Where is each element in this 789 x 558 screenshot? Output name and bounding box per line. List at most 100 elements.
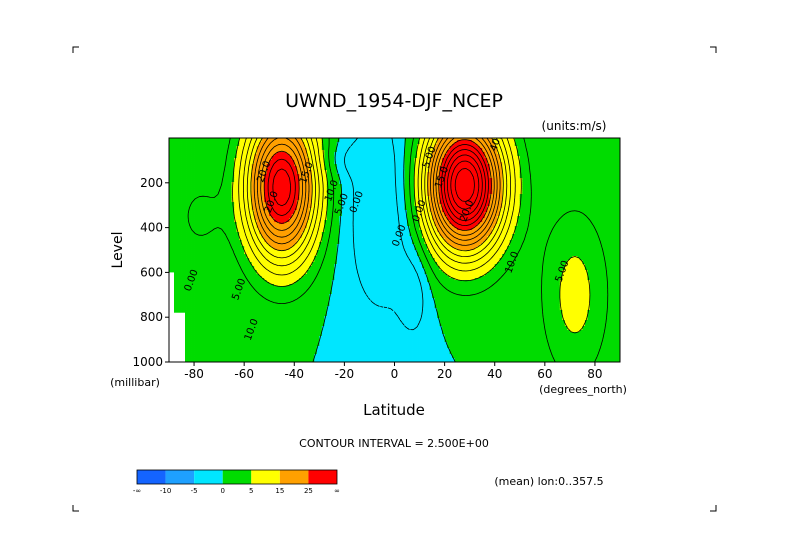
color-cell xyxy=(196,214,200,217)
color-cell xyxy=(194,320,197,323)
color-cell xyxy=(211,250,215,253)
color-cell xyxy=(219,168,223,171)
color-cell xyxy=(171,178,175,181)
color-cell xyxy=(186,228,190,231)
color-cell xyxy=(221,156,225,159)
color-cell xyxy=(189,260,192,263)
color-cell xyxy=(214,204,218,207)
color-cell xyxy=(221,142,225,145)
color-cell xyxy=(194,252,197,255)
color-cell xyxy=(181,280,185,283)
color-cell xyxy=(204,344,207,347)
color-cell xyxy=(194,216,197,219)
color-cell xyxy=(216,268,220,271)
color-cell xyxy=(206,338,210,341)
color-cell xyxy=(204,200,207,203)
color-cell xyxy=(204,168,207,171)
color-cell xyxy=(194,218,197,221)
color-cell xyxy=(204,348,207,351)
color-cell xyxy=(214,342,218,345)
color-cell xyxy=(191,324,195,327)
color-cell xyxy=(214,160,218,163)
color-cell xyxy=(176,206,180,209)
color-cell xyxy=(184,218,187,221)
color-cell xyxy=(221,208,225,211)
color-cell xyxy=(171,204,175,207)
color-cell xyxy=(206,222,210,225)
color-cell xyxy=(194,228,197,231)
color-cell xyxy=(169,188,172,191)
color-cell xyxy=(169,210,172,213)
color-cell xyxy=(176,220,180,223)
color-cell xyxy=(169,240,172,243)
color-cell xyxy=(211,180,215,183)
color-cell xyxy=(191,260,195,263)
color-cell xyxy=(214,140,218,143)
color-cell xyxy=(214,168,218,171)
color-cell xyxy=(196,210,200,213)
color-cell xyxy=(189,148,192,151)
color-cell xyxy=(191,298,195,301)
color-cell xyxy=(186,224,190,227)
color-cell xyxy=(194,338,197,341)
color-cell xyxy=(221,140,225,143)
color-cell xyxy=(206,154,210,157)
color-cell xyxy=(184,342,187,345)
color-cell xyxy=(191,328,195,331)
color-cell xyxy=(206,192,210,195)
color-cell xyxy=(186,240,190,243)
color-cell xyxy=(199,316,202,319)
color-cell xyxy=(214,274,218,277)
color-cell xyxy=(201,150,205,153)
color-cell xyxy=(201,240,205,243)
color-cell xyxy=(171,168,175,171)
color-cell xyxy=(219,262,223,265)
color-cell xyxy=(171,206,175,209)
color-cell xyxy=(196,334,200,337)
color-cell xyxy=(176,246,180,249)
color-cell xyxy=(194,154,197,157)
color-cell xyxy=(219,292,223,295)
color-cell xyxy=(194,152,197,155)
color-cell xyxy=(221,254,225,257)
color-cell xyxy=(186,310,190,313)
color-cell xyxy=(211,232,215,235)
color-cell xyxy=(206,194,210,197)
color-cell xyxy=(216,328,220,331)
color-cell xyxy=(191,326,195,329)
color-cell xyxy=(211,308,215,311)
color-cell xyxy=(216,350,220,353)
color-cell xyxy=(184,346,187,349)
color-cell xyxy=(216,260,220,263)
color-cell xyxy=(189,198,192,201)
color-cell xyxy=(206,226,210,229)
color-cell xyxy=(221,296,225,299)
color-cell xyxy=(221,284,225,287)
color-cell xyxy=(186,230,190,233)
color-cell xyxy=(199,186,202,189)
color-cell xyxy=(179,200,182,203)
color-cell xyxy=(194,356,197,359)
color-cell xyxy=(219,254,223,257)
color-cell xyxy=(196,298,200,301)
color-cell xyxy=(219,190,223,193)
color-cell xyxy=(209,208,212,211)
color-cell xyxy=(196,222,200,225)
color-cell xyxy=(184,196,187,199)
color-cell xyxy=(206,236,210,239)
color-cell xyxy=(221,262,225,265)
color-cell xyxy=(181,168,185,171)
color-cell xyxy=(199,228,202,231)
color-cell xyxy=(204,294,207,297)
color-cell xyxy=(181,248,185,251)
color-cell xyxy=(191,306,195,309)
color-cell xyxy=(186,220,190,223)
color-cell xyxy=(184,290,187,293)
color-cell xyxy=(204,314,207,317)
color-cell xyxy=(196,176,200,179)
color-cell xyxy=(214,282,218,285)
color-cell xyxy=(181,198,185,201)
color-cell xyxy=(191,340,195,343)
color-cell xyxy=(221,340,225,343)
